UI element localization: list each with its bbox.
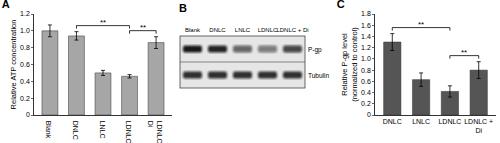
svg-text:LDNLC: LDNLC bbox=[258, 27, 278, 33]
svg-text:B: B bbox=[179, 2, 187, 14]
svg-text:1.0: 1.0 bbox=[20, 27, 30, 34]
svg-text:0.2: 0.2 bbox=[20, 95, 30, 102]
svg-text:Blank: Blank bbox=[185, 27, 201, 33]
svg-text:DNLC: DNLC bbox=[72, 121, 79, 140]
svg-text:Tubulin: Tubulin bbox=[308, 72, 329, 79]
svg-text:0.8: 0.8 bbox=[361, 67, 371, 74]
svg-text:LDNLC: LDNLC bbox=[125, 121, 132, 143]
svg-text:0.6: 0.6 bbox=[20, 61, 30, 68]
svg-text:0.4: 0.4 bbox=[361, 89, 371, 96]
svg-text:0.2: 0.2 bbox=[361, 100, 371, 107]
svg-text:Blank: Blank bbox=[45, 121, 52, 139]
svg-text:**: ** bbox=[461, 48, 467, 57]
svg-text:1.8: 1.8 bbox=[361, 10, 371, 17]
svg-text:0.4: 0.4 bbox=[20, 78, 30, 85]
svg-text:1.4: 1.4 bbox=[361, 33, 371, 40]
svg-text:0.8: 0.8 bbox=[20, 44, 30, 51]
svg-text:Relative ATP concentration: Relative ATP concentration bbox=[9, 20, 18, 110]
svg-text:0: 0 bbox=[367, 111, 371, 118]
svg-text:1.2: 1.2 bbox=[20, 10, 30, 17]
svg-text:LDNLC +Di: LDNLC +Di bbox=[147, 121, 163, 143]
svg-text:**: ** bbox=[100, 18, 106, 27]
svg-text:Relative P-gp level(normalized: Relative P-gp level(normalized to contro… bbox=[340, 27, 359, 102]
svg-text:**: ** bbox=[418, 20, 424, 29]
svg-text:LDNLC +Di: LDNLC +Di bbox=[464, 118, 493, 134]
svg-text:DNLC: DNLC bbox=[209, 27, 226, 33]
svg-text:1.6: 1.6 bbox=[361, 22, 371, 29]
svg-text:LNLC: LNLC bbox=[235, 27, 251, 33]
svg-text:P-gp: P-gp bbox=[308, 46, 322, 54]
svg-text:DNLC: DNLC bbox=[383, 118, 402, 125]
svg-text:**: ** bbox=[140, 23, 146, 32]
svg-text:LNLC: LNLC bbox=[412, 118, 430, 125]
svg-text:LDNLC: LDNLC bbox=[438, 118, 461, 125]
svg-text:1.0: 1.0 bbox=[361, 55, 371, 62]
svg-text:C: C bbox=[337, 0, 345, 10]
svg-text:1.2: 1.2 bbox=[361, 44, 371, 51]
svg-text:0.6: 0.6 bbox=[361, 78, 371, 85]
svg-text:A: A bbox=[2, 0, 10, 10]
svg-text:LNLC: LNLC bbox=[99, 121, 106, 139]
svg-text:0: 0 bbox=[26, 111, 30, 118]
svg-text:LDNLC + Di: LDNLC + Di bbox=[276, 27, 308, 33]
